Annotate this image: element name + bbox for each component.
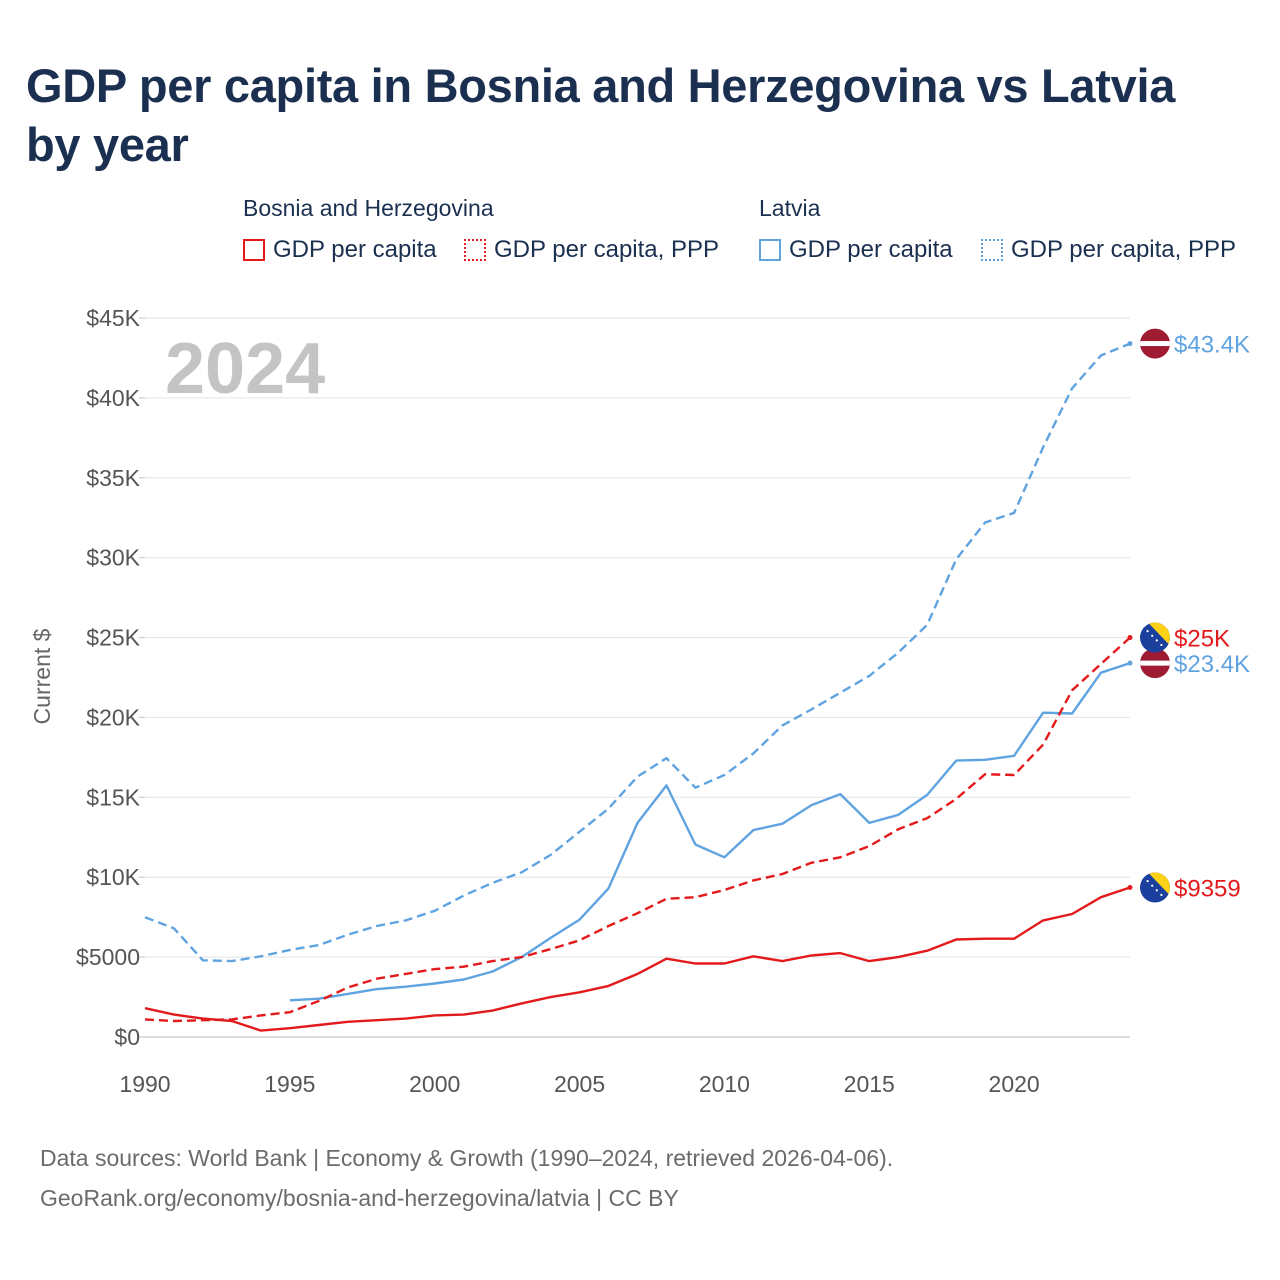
line-chart: $0 $5000 $10K $15K $20K $25K $30K $35K $40K $45K 1… (29, 305, 1250, 1097)
legend-label-latvia-gdp: GDP per capita (789, 236, 953, 263)
x-tick-label: 2020 (989, 1071, 1040, 1097)
y-tick-label: $20K (86, 704, 140, 730)
footer: Data sources: World Bank | Economy & Gro… (40, 1138, 893, 1218)
flag-latvia-0 (1140, 328, 1170, 359)
series-end-point-3 (1127, 884, 1133, 890)
series-end-point-1 (1127, 660, 1133, 666)
footer-sources: Data sources: World Bank | Economy & Gro… (40, 1145, 894, 1171)
x-tick-label: 2015 (844, 1071, 895, 1097)
flag-bosnia-3-star (1160, 893, 1163, 896)
flag-bosnia-2-star (1151, 634, 1154, 637)
flag-latvia-0-white-stripe (1140, 341, 1170, 347)
flag-bosnia-2-star (1141, 625, 1145, 628)
flag-bosnia-2-star (1155, 639, 1158, 642)
flag-latvia-1-white-stripe (1140, 660, 1170, 666)
legend-bosnia-gdp[interactable]: GDP per capita (243, 236, 437, 264)
flag-bosnia-2-star (1146, 630, 1149, 633)
legend-swatch-latvia-gdp (759, 239, 781, 261)
flag-bosnia-2 (1140, 622, 1170, 653)
flag-latvia-1-body (1140, 648, 1170, 679)
legend-bosnia-ppp[interactable]: GDP per capita, PPP (464, 236, 719, 264)
series-end-point-0 (1127, 341, 1133, 347)
y-tick-label: $10K (86, 864, 140, 890)
series-end-label-1: $23.4K (1174, 651, 1250, 678)
flag-bosnia-3-star (1146, 879, 1149, 883)
y-tick-label: $30K (86, 545, 140, 571)
legend-latvia-ppp[interactable]: GDP per capita, PPP (981, 236, 1236, 264)
flag-bosnia-3-triangle (1148, 872, 1170, 896)
flag-bosnia-2-star (1164, 648, 1168, 651)
x-tick-label: 2010 (699, 1071, 750, 1097)
series-end-label-2: $25K (1174, 626, 1230, 653)
series-line-0 (144, 342, 1131, 963)
legend-swatch-latvia-ppp (981, 239, 1003, 261)
series-end-label-0: $43.4K (1174, 332, 1250, 359)
y-tick-label: $0 (114, 1024, 140, 1050)
flag-latvia-1 (1140, 648, 1170, 679)
x-tick-label: 1990 (119, 1071, 170, 1097)
series-end-point-2 (1127, 635, 1133, 641)
series-line-2 (144, 636, 1131, 1023)
flag-latvia-0-body (1140, 328, 1170, 359)
y-tick-label: $25K (86, 625, 140, 651)
x-tick-label: 2005 (554, 1071, 605, 1097)
y-tick-label: $5000 (76, 944, 140, 970)
x-tick-label: 2000 (409, 1071, 460, 1097)
legend-label-latvia-ppp: GDP per capita, PPP (1011, 236, 1236, 263)
chart-title: GDP per capita in Bosnia and Herzegovina… (26, 59, 1176, 171)
flag-bosnia-3-star (1164, 898, 1168, 901)
flag-bosnia-3-body (1140, 872, 1170, 903)
series-end-label-3: $9359 (1174, 875, 1241, 902)
flag-bosnia-3-star (1151, 884, 1154, 887)
series-line-1 (289, 661, 1131, 1002)
legend-swatch-bosnia-ppp (464, 239, 486, 261)
y-tick-label: $35K (86, 465, 140, 491)
legend-swatch-bosnia-gdp (243, 239, 265, 261)
flag-bosnia-2-body (1140, 622, 1170, 653)
footer-link[interactable]: GeoRank.org/economy/bosnia-and-herzegovi… (40, 1185, 679, 1211)
flag-bosnia-3-star (1141, 875, 1145, 878)
x-tick-label: 1995 (264, 1071, 315, 1097)
year-watermark: 2024 (165, 329, 325, 409)
legend-label-bosnia-gdp: GDP per capita (273, 236, 437, 263)
y-tick-label: $15K (86, 784, 140, 810)
legend-group-bosnia: Bosnia and Herzegovina (243, 195, 494, 221)
y-tick-label: $45K (86, 305, 140, 331)
legend-latvia-gdp[interactable]: GDP per capita (759, 236, 953, 264)
legend-label-bosnia-ppp: GDP per capita, PPP (494, 236, 719, 263)
series-line-3 (144, 886, 1131, 1032)
y-axis-label: Current $ (29, 628, 55, 724)
flag-bosnia-3-star (1155, 889, 1158, 892)
y-tick-label: $40K (86, 385, 140, 411)
flag-bosnia-3 (1140, 872, 1170, 903)
flag-bosnia-2-triangle (1148, 622, 1170, 646)
flag-bosnia-2-star (1160, 643, 1163, 647)
legend-group-latvia: Latvia (759, 195, 821, 221)
